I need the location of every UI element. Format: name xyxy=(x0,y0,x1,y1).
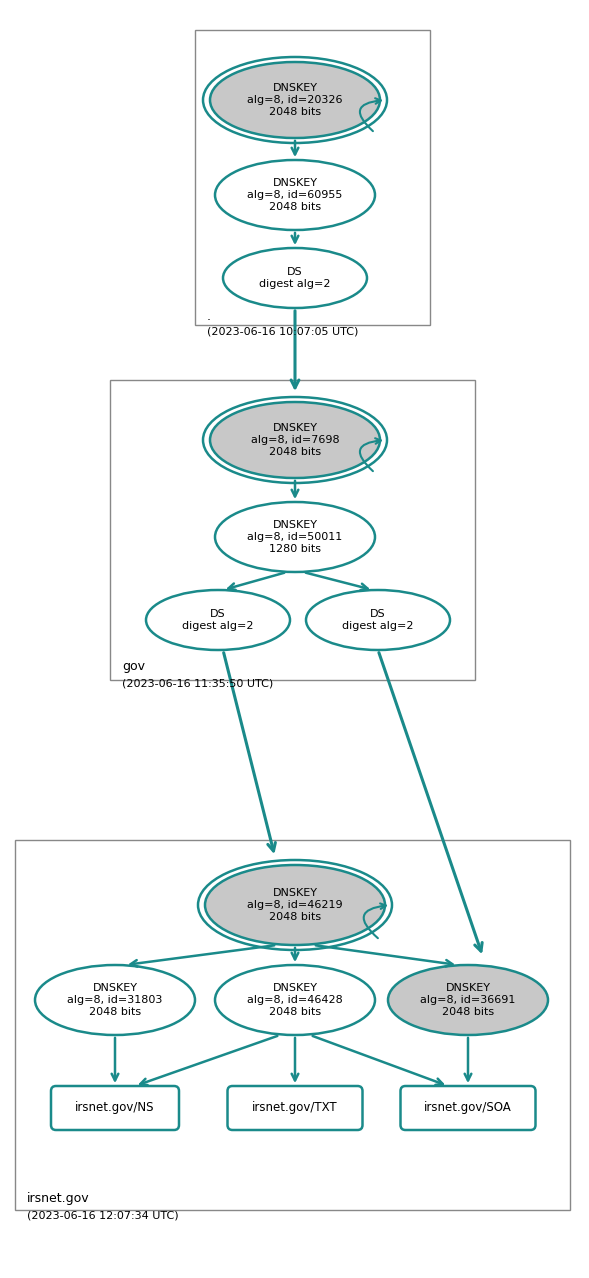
Ellipse shape xyxy=(215,502,375,573)
Text: gov: gov xyxy=(122,659,145,674)
Ellipse shape xyxy=(146,590,290,651)
Ellipse shape xyxy=(306,590,450,651)
Text: DNSKEY
alg=8, id=36691
2048 bits: DNSKEY alg=8, id=36691 2048 bits xyxy=(421,983,516,1016)
Text: (2023-06-16 12:07:34 UTC): (2023-06-16 12:07:34 UTC) xyxy=(27,1210,178,1220)
Text: DNSKEY
alg=8, id=20326
2048 bits: DNSKEY alg=8, id=20326 2048 bits xyxy=(247,83,343,116)
Text: irsnet.gov/TXT: irsnet.gov/TXT xyxy=(252,1102,338,1114)
Bar xyxy=(15,840,570,1210)
Text: (2023-06-16 10:07:05 UTC): (2023-06-16 10:07:05 UTC) xyxy=(207,326,358,336)
Text: DNSKEY
alg=8, id=7698
2048 bits: DNSKEY alg=8, id=7698 2048 bits xyxy=(251,423,339,456)
Text: DS
digest alg=2: DS digest alg=2 xyxy=(342,610,413,631)
Text: irsnet.gov: irsnet.gov xyxy=(27,1192,90,1205)
Text: irsnet.gov/NS: irsnet.gov/NS xyxy=(75,1102,155,1114)
Text: irsnet.gov/SOA: irsnet.gov/SOA xyxy=(424,1102,512,1114)
Ellipse shape xyxy=(210,63,380,138)
Ellipse shape xyxy=(205,865,385,944)
Text: DNSKEY
alg=8, id=50011
1280 bits: DNSKEY alg=8, id=50011 1280 bits xyxy=(247,520,343,553)
Text: DS
digest alg=2: DS digest alg=2 xyxy=(259,267,331,289)
Text: DNSKEY
alg=8, id=46428
2048 bits: DNSKEY alg=8, id=46428 2048 bits xyxy=(247,983,343,1016)
Ellipse shape xyxy=(388,965,548,1035)
Text: (2023-06-16 11:35:50 UTC): (2023-06-16 11:35:50 UTC) xyxy=(122,679,273,688)
Text: DNSKEY
alg=8, id=31803
2048 bits: DNSKEY alg=8, id=31803 2048 bits xyxy=(67,983,163,1016)
FancyBboxPatch shape xyxy=(227,1086,362,1130)
Text: .: . xyxy=(207,311,211,323)
Bar xyxy=(195,29,430,325)
Text: DNSKEY
alg=8, id=60955
2048 bits: DNSKEY alg=8, id=60955 2048 bits xyxy=(247,179,343,212)
Ellipse shape xyxy=(215,965,375,1035)
Ellipse shape xyxy=(210,403,380,478)
FancyBboxPatch shape xyxy=(51,1086,179,1130)
Text: DS
digest alg=2: DS digest alg=2 xyxy=(182,610,254,631)
Text: DNSKEY
alg=8, id=46219
2048 bits: DNSKEY alg=8, id=46219 2048 bits xyxy=(247,888,343,921)
FancyBboxPatch shape xyxy=(401,1086,535,1130)
Ellipse shape xyxy=(35,965,195,1035)
Ellipse shape xyxy=(223,248,367,308)
Bar xyxy=(110,380,475,680)
Ellipse shape xyxy=(215,160,375,230)
